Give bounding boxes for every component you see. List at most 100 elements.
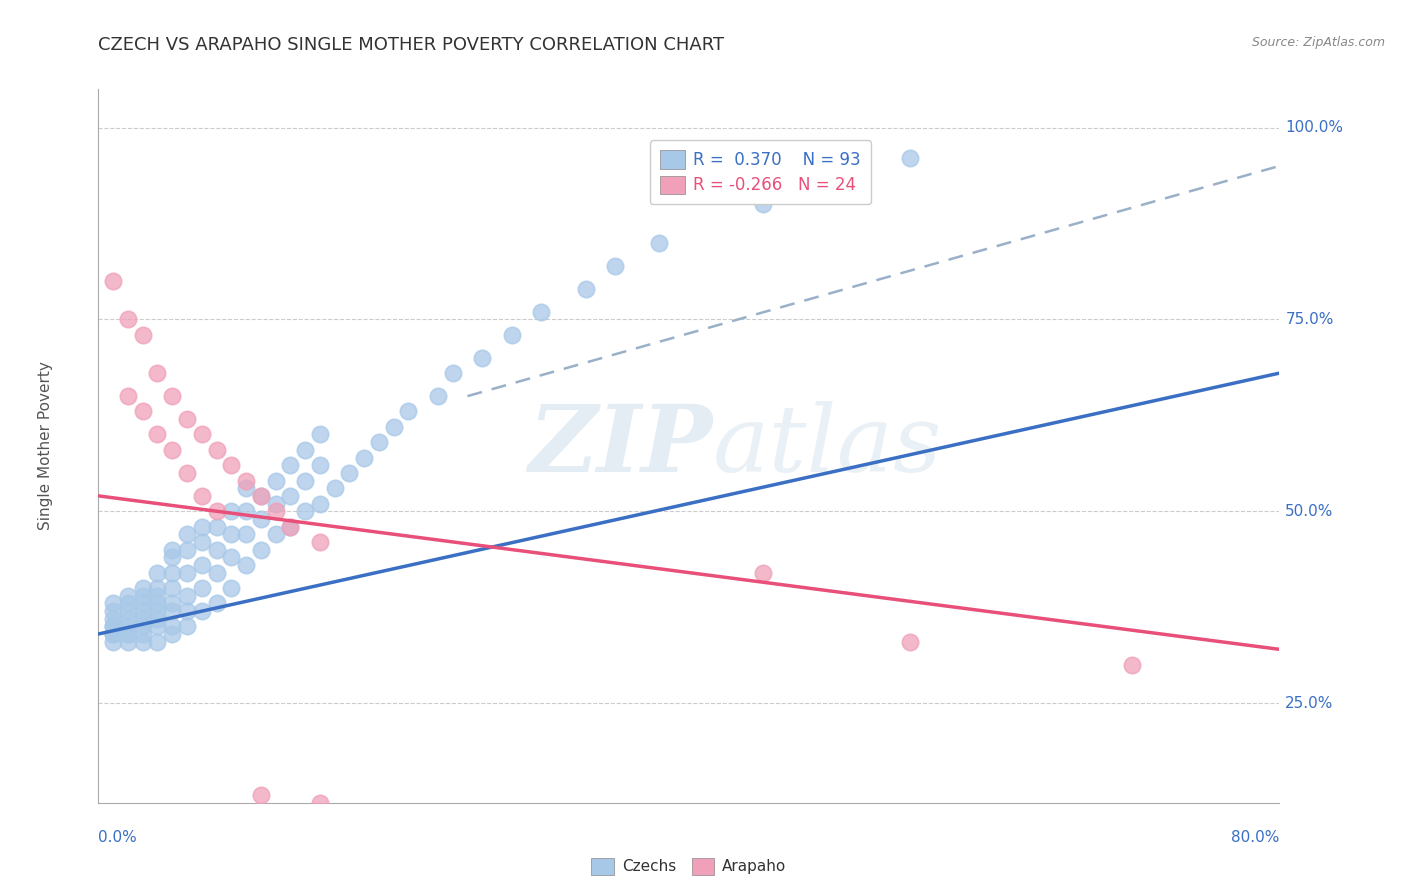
Point bbox=[146, 634, 169, 648]
Point bbox=[103, 604, 125, 618]
Point bbox=[235, 504, 257, 518]
Point bbox=[294, 474, 316, 488]
Point bbox=[176, 466, 198, 480]
Text: Single Mother Poverty: Single Mother Poverty bbox=[38, 361, 53, 531]
Point bbox=[162, 604, 183, 618]
Point bbox=[205, 596, 228, 610]
Text: 75.0%: 75.0% bbox=[1285, 312, 1334, 326]
Point bbox=[146, 619, 169, 633]
Point bbox=[162, 389, 183, 403]
Point bbox=[278, 519, 302, 533]
Point bbox=[176, 589, 198, 603]
Point bbox=[278, 519, 302, 533]
Point bbox=[471, 351, 494, 365]
Point bbox=[278, 458, 302, 473]
Point bbox=[900, 151, 922, 165]
Point bbox=[900, 634, 922, 648]
Point bbox=[191, 519, 214, 533]
Point bbox=[146, 566, 169, 580]
Text: ZIP: ZIP bbox=[529, 401, 713, 491]
Point bbox=[132, 619, 155, 633]
Point bbox=[117, 627, 139, 641]
Point bbox=[117, 389, 139, 403]
Point bbox=[176, 527, 198, 541]
Point bbox=[278, 489, 302, 503]
Point bbox=[132, 581, 155, 595]
Point bbox=[132, 634, 155, 648]
Point bbox=[205, 519, 228, 533]
Point bbox=[117, 312, 139, 326]
Point bbox=[146, 596, 169, 610]
Point bbox=[250, 788, 273, 802]
Text: 100.0%: 100.0% bbox=[1285, 120, 1343, 135]
Point bbox=[751, 197, 773, 211]
Point bbox=[103, 274, 125, 288]
Point bbox=[162, 566, 183, 580]
Point bbox=[103, 627, 125, 641]
Point bbox=[103, 619, 125, 633]
Point bbox=[162, 550, 183, 565]
Point bbox=[117, 634, 139, 648]
Text: Source: ZipAtlas.com: Source: ZipAtlas.com bbox=[1251, 36, 1385, 49]
Point bbox=[219, 527, 242, 541]
Point bbox=[219, 581, 242, 595]
Point bbox=[205, 542, 228, 557]
Point bbox=[337, 466, 360, 480]
Point bbox=[117, 619, 139, 633]
Point bbox=[132, 327, 155, 342]
Point bbox=[117, 604, 139, 618]
Text: 0.0%: 0.0% bbox=[98, 830, 138, 845]
Point bbox=[103, 634, 125, 648]
Point bbox=[176, 412, 198, 426]
Point bbox=[648, 235, 671, 250]
Point bbox=[176, 566, 198, 580]
Point bbox=[382, 419, 405, 434]
Point bbox=[441, 366, 464, 380]
Legend: Czechs, Arapaho: Czechs, Arapaho bbox=[585, 852, 793, 880]
Point bbox=[176, 604, 198, 618]
Point bbox=[219, 458, 242, 473]
Point bbox=[219, 550, 242, 565]
Point bbox=[250, 489, 273, 503]
Point bbox=[103, 619, 125, 633]
Point bbox=[396, 404, 419, 418]
Point bbox=[235, 481, 257, 495]
Text: 25.0%: 25.0% bbox=[1285, 696, 1334, 711]
Point bbox=[132, 596, 155, 610]
Point bbox=[205, 442, 228, 457]
Point bbox=[250, 512, 273, 526]
Point bbox=[132, 612, 155, 626]
Point bbox=[132, 404, 155, 418]
Point bbox=[264, 527, 287, 541]
Point bbox=[605, 259, 627, 273]
Point bbox=[323, 481, 346, 495]
Text: atlas: atlas bbox=[713, 401, 942, 491]
Text: 80.0%: 80.0% bbox=[1232, 830, 1279, 845]
Point bbox=[146, 366, 169, 380]
Point bbox=[146, 589, 169, 603]
Point bbox=[103, 627, 125, 641]
Point bbox=[751, 566, 773, 580]
Point bbox=[191, 581, 214, 595]
Point bbox=[205, 504, 228, 518]
Text: 50.0%: 50.0% bbox=[1285, 504, 1334, 519]
Point bbox=[235, 474, 257, 488]
Point bbox=[309, 458, 332, 473]
Point bbox=[176, 619, 198, 633]
Point bbox=[368, 435, 391, 450]
Point bbox=[574, 282, 596, 296]
Point bbox=[264, 497, 287, 511]
Point bbox=[235, 558, 257, 572]
Point bbox=[294, 442, 316, 457]
Point bbox=[191, 427, 214, 442]
Point bbox=[191, 535, 214, 549]
Point bbox=[117, 612, 139, 626]
Point bbox=[103, 612, 125, 626]
Point bbox=[191, 489, 214, 503]
Point bbox=[146, 612, 169, 626]
Point bbox=[162, 542, 183, 557]
Point bbox=[162, 596, 183, 610]
Point bbox=[219, 504, 242, 518]
Point bbox=[176, 542, 198, 557]
Point bbox=[501, 327, 523, 342]
